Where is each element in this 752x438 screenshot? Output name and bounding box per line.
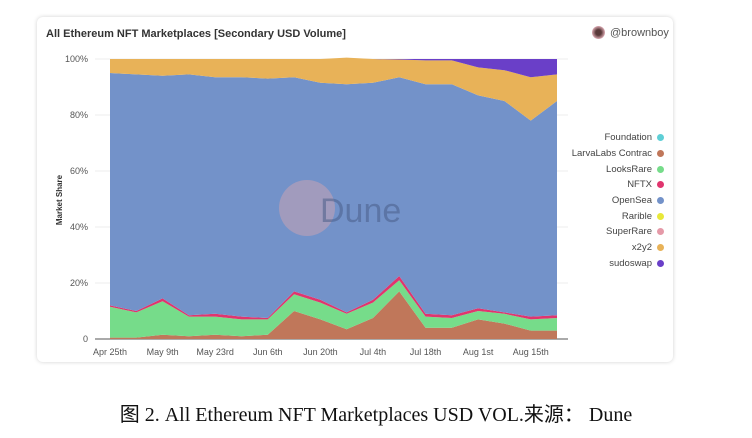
y-tick-label: 20% bbox=[70, 278, 88, 288]
legend-item[interactable]: LarvaLabs Contrac bbox=[572, 146, 664, 162]
legend-dot-icon bbox=[657, 150, 664, 158]
legend-label: LarvaLabs Contrac bbox=[571, 148, 652, 160]
legend: Foundation LarvaLabs Contrac LooksRare NFTX… bbox=[572, 130, 664, 271]
x-tick-label: Jul 4th bbox=[360, 347, 387, 357]
legend-dot-icon bbox=[657, 212, 664, 220]
legend-dot-icon bbox=[657, 244, 664, 252]
x-tick-label: Aug 15th bbox=[513, 347, 549, 357]
area-sudoswap bbox=[110, 57, 557, 78]
x-tick-label: Jun 6th bbox=[253, 347, 283, 357]
area-larvalabs-contrac bbox=[110, 291, 557, 339]
legend-label: SuperRare bbox=[606, 226, 652, 238]
legend-item[interactable]: x2y2 bbox=[572, 240, 664, 256]
chart-title: All Ethereum NFT Marketplaces [Secondary… bbox=[46, 28, 346, 40]
area-x2y2 bbox=[110, 57, 557, 121]
legend-dot-icon bbox=[657, 165, 664, 173]
avatar bbox=[592, 26, 605, 39]
legend-item[interactable]: sudoswap bbox=[572, 256, 664, 272]
author-badge[interactable]: @brownboy bbox=[592, 26, 669, 39]
x-tick-label: May 23rd bbox=[196, 347, 234, 357]
area-looksrare bbox=[110, 280, 557, 338]
dune-logo-icon bbox=[279, 180, 335, 236]
legend-label: LooksRare bbox=[606, 163, 652, 175]
figure-caption: 图 2. All Ethereum NFT Marketplaces USD V… bbox=[119, 404, 633, 426]
legend-label: Foundation bbox=[604, 132, 652, 144]
legend-label: Rarible bbox=[621, 210, 652, 222]
legend-dot-icon bbox=[657, 181, 664, 189]
legend-item[interactable]: Foundation bbox=[572, 130, 664, 146]
x-tick-label: Jun 20th bbox=[303, 347, 338, 357]
legend-dot-icon bbox=[657, 228, 664, 236]
y-tick-label: 80% bbox=[70, 110, 88, 120]
y-tick-label: 0 bbox=[83, 334, 88, 344]
watermark: Dune bbox=[320, 192, 401, 230]
x-tick-label: May 9th bbox=[147, 347, 179, 357]
legend-label: OpenSea bbox=[611, 195, 652, 207]
legend-item[interactable]: LooksRare bbox=[572, 161, 664, 177]
legend-dot-icon bbox=[657, 197, 664, 205]
legend-label: x2y2 bbox=[631, 242, 652, 254]
legend-item[interactable]: Rarible bbox=[572, 208, 664, 224]
x-tick-label: Jul 18th bbox=[410, 347, 442, 357]
legend-dot-icon bbox=[657, 259, 664, 267]
legend-item[interactable]: NFTX bbox=[572, 177, 664, 193]
legend-item[interactable]: OpenSea bbox=[572, 193, 664, 209]
legend-dot-icon bbox=[657, 134, 664, 142]
y-tick-label: 100% bbox=[65, 54, 88, 64]
legend-label: NFTX bbox=[627, 179, 652, 191]
y-tick-label: 40% bbox=[70, 222, 88, 232]
area-nftx bbox=[110, 276, 557, 320]
x-tick-label: Apr 25th bbox=[93, 347, 127, 357]
x-tick-label: Aug 1st bbox=[463, 347, 494, 357]
author-name: @brownboy bbox=[610, 26, 669, 39]
legend-label: sudoswap bbox=[609, 257, 652, 269]
y-axis-label: Market Share bbox=[55, 174, 64, 225]
legend-item[interactable]: SuperRare bbox=[572, 224, 664, 240]
area-opensea bbox=[110, 73, 557, 318]
y-tick-label: 60% bbox=[70, 166, 88, 176]
